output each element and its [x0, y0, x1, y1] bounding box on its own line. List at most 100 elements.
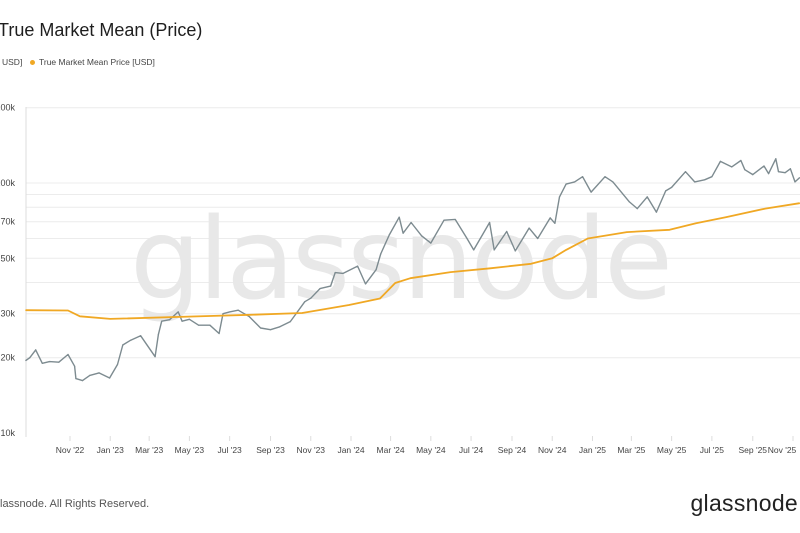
- x-tick-label: Mar '24: [377, 445, 405, 455]
- price-data-point: [549, 217, 551, 219]
- price-data-point: [74, 365, 76, 367]
- price-data-point: [767, 173, 770, 175]
- price-data-point: [636, 207, 638, 210]
- y-tick-label: 200k: [0, 103, 15, 113]
- price-data-point: [364, 283, 367, 285]
- legend-price-label: USD]: [2, 57, 23, 67]
- legend-item-price[interactable]: USD]: [2, 57, 22, 67]
- price-data-point: [554, 222, 556, 224]
- price-data-point: [89, 374, 91, 376]
- price-data-point: [665, 190, 667, 192]
- price-data-point: [473, 249, 475, 251]
- tmm-data-point: [695, 222, 697, 224]
- x-tick-label: May '24: [416, 445, 446, 455]
- price-data-point: [209, 324, 211, 326]
- tmm-data-point: [301, 312, 303, 314]
- price-data-point: [58, 361, 60, 363]
- price-data-point: [590, 191, 592, 193]
- x-tick-label: Nov '25: [768, 445, 797, 455]
- y-tick-label: 10k: [0, 428, 15, 438]
- price-data-point: [248, 316, 251, 318]
- tmm-data-point: [565, 249, 567, 251]
- legend-item-tmm[interactable]: True Market Mean Price [USD]: [30, 57, 155, 67]
- price-data-point: [67, 353, 69, 356]
- price-data-point: [222, 313, 224, 315]
- price-data-point: [744, 169, 746, 171]
- price-data-point: [177, 311, 179, 313]
- price-data-point: [684, 171, 687, 173]
- price-data-point: [41, 362, 43, 364]
- tmm-data-point: [394, 282, 396, 284]
- price-data-point: [388, 234, 390, 236]
- price-data-point: [493, 249, 495, 251]
- x-tick-label: Jan '23: [97, 445, 124, 455]
- x-tick-label: Sep '25: [738, 445, 767, 455]
- price-data-point: [628, 201, 631, 203]
- price-data-point: [671, 186, 673, 189]
- price-data-point: [35, 349, 37, 351]
- x-tick-label: Jan '24: [337, 445, 364, 455]
- price-data-point: [108, 377, 111, 379]
- y-tick-label: 20k: [0, 353, 15, 363]
- price-data-point: [122, 344, 124, 346]
- price-data-point: [646, 196, 648, 198]
- tmm-data-point: [587, 237, 589, 240]
- glassnode-logo: glassnode: [690, 490, 798, 516]
- price-data-point: [763, 165, 765, 167]
- price-data-point: [789, 168, 791, 170]
- x-tick-label: Jul '23: [217, 445, 242, 455]
- price-data-point: [443, 219, 445, 221]
- price-data-point: [711, 176, 713, 178]
- price-data-point: [537, 237, 539, 240]
- x-tick-label: Nov '24: [538, 445, 567, 455]
- price-data-point: [310, 297, 312, 299]
- price-data-point: [198, 324, 200, 326]
- tmm-data-point: [25, 309, 27, 311]
- price-data-point: [375, 269, 377, 271]
- price-data-point: [731, 166, 733, 168]
- price-data-point: [260, 327, 262, 329]
- price-data-point: [410, 221, 412, 224]
- price-data-point: [740, 159, 742, 162]
- price-data-point: [289, 320, 291, 323]
- price-data-point: [694, 181, 696, 183]
- tmm-data-point: [764, 207, 766, 210]
- x-tick-label: Nov '22: [56, 445, 85, 455]
- x-tick-label: Nov '23: [296, 445, 325, 455]
- price-data-point: [719, 160, 722, 163]
- legend-tmm-label: True Market Mean Price [USD]: [39, 57, 155, 67]
- tmm-data-point: [409, 277, 411, 279]
- x-tick-label: May '23: [175, 445, 205, 455]
- tmm-data-point: [79, 315, 81, 317]
- y-tick-label: 100k: [0, 178, 15, 188]
- price-data-point: [357, 265, 359, 267]
- price-data-point: [655, 211, 658, 213]
- price-data-point: [558, 196, 561, 198]
- tmm-data-point: [379, 297, 381, 300]
- price-data-point: [218, 332, 220, 335]
- x-tick-label: Jul '24: [459, 445, 484, 455]
- price-data-point: [237, 309, 239, 311]
- price-data-point: [528, 227, 530, 229]
- price-data-point: [612, 181, 614, 183]
- price-data-point: [514, 250, 516, 252]
- price-data-point: [304, 301, 306, 303]
- tmm-data-point: [67, 309, 69, 312]
- price-data-point: [319, 288, 321, 290]
- price-data-point: [604, 176, 606, 178]
- price-data-point: [229, 311, 231, 313]
- tmm-data-point: [489, 267, 491, 269]
- price-data-point: [181, 320, 183, 322]
- x-tick-label: Jul '25: [700, 445, 725, 455]
- tmm-data-point: [725, 216, 727, 218]
- price-data-point: [488, 221, 491, 224]
- price-data-point: [25, 359, 27, 362]
- price-data-point: [784, 172, 786, 174]
- price-data-point: [380, 253, 382, 255]
- price-data-point: [139, 335, 142, 337]
- x-tick-label: Sep '23: [256, 445, 285, 455]
- price-data-point: [398, 216, 400, 218]
- price-data-point: [752, 174, 754, 176]
- price-data-point: [29, 357, 31, 359]
- watermark: glassnode: [130, 195, 670, 325]
